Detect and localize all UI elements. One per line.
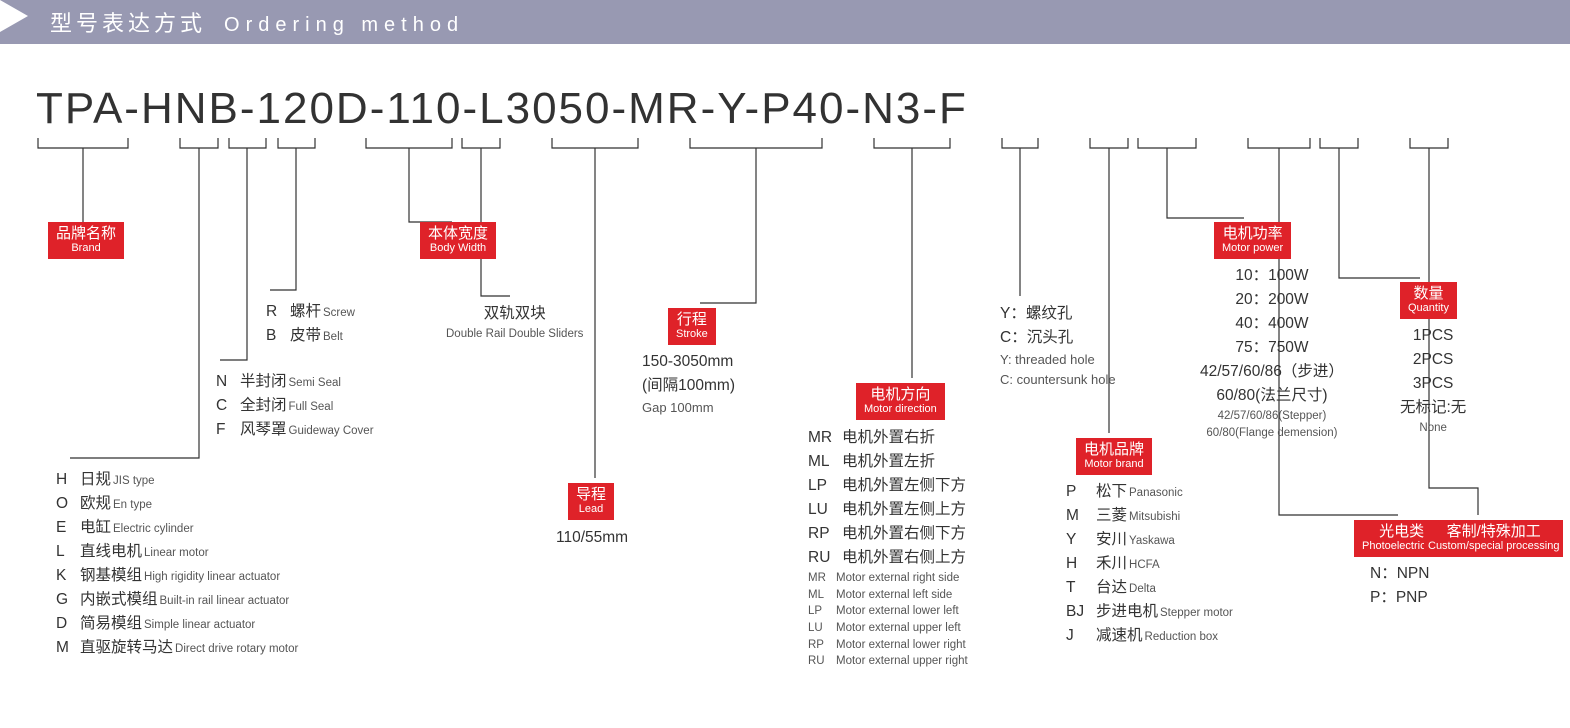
tag-stroke: 行程Stroke [668,308,716,345]
header-bar: 型号表达方式 Ordering method [0,0,1570,44]
list-motorpower: 10：100W20：200W40：400W75：750W42/57/60/86（… [1200,264,1344,441]
list-lead: 110/55mm [556,526,628,550]
list-stroke: 150-3050mm (间隔100mm) Gap 100mm [642,350,735,418]
list-d: 双轨双块 Double Rail Double Sliders [446,302,583,343]
diagram-content: 品牌名称Brand 本体宽度Body Width 行程Stroke 导程Lead… [0,138,1570,698]
tag-motordir: 电机方向Motor direction [856,383,945,420]
tag-brand: 品牌名称Brand [48,222,124,259]
header-triangle-icon [0,0,28,32]
tag-motorbrand: 电机品牌Motor brand [1076,438,1152,475]
header-title-cn: 型号表达方式 [50,6,206,38]
list-n: N半封闭Semi SealC全封闭Full SealF风琴罩Guideway C… [216,370,374,442]
tag-quantity: 数量Quantity [1400,282,1457,319]
tag-lead: 导程Lead [568,483,614,520]
list-motordir: MR电机外置右折ML电机外置左折LP电机外置左侧下方LU电机外置左侧上方RP电机… [808,426,968,670]
list-y: Y：螺纹孔 C：沉头孔 Y: threaded hole C: counters… [1000,302,1116,390]
tag-custom: 客制/特殊加工Custom/special processing [1424,520,1563,557]
list-b: R螺杆ScrewB皮带Belt [266,300,355,348]
header-title-en: Ordering method [224,14,464,37]
tag-motorpower: 电机功率Motor power [1214,222,1291,259]
list-h: H日规JIS typeO欧规En typeE电缸Electric cylinde… [56,468,298,660]
list-motorbrand: P松下PanasonicM三菱MitsubishiY安川YaskawaH禾川HC… [1066,480,1233,648]
model-number: TPA-HNB-120D-110-L3050-MR-Y-P40-N3-F [0,44,1570,138]
tag-bodywidth: 本体宽度Body Width [420,222,496,259]
list-qty: 1PCS2PCS3PCS无标记:无None [1400,324,1466,437]
list-photo: N：NPNP：PNP [1370,562,1429,610]
